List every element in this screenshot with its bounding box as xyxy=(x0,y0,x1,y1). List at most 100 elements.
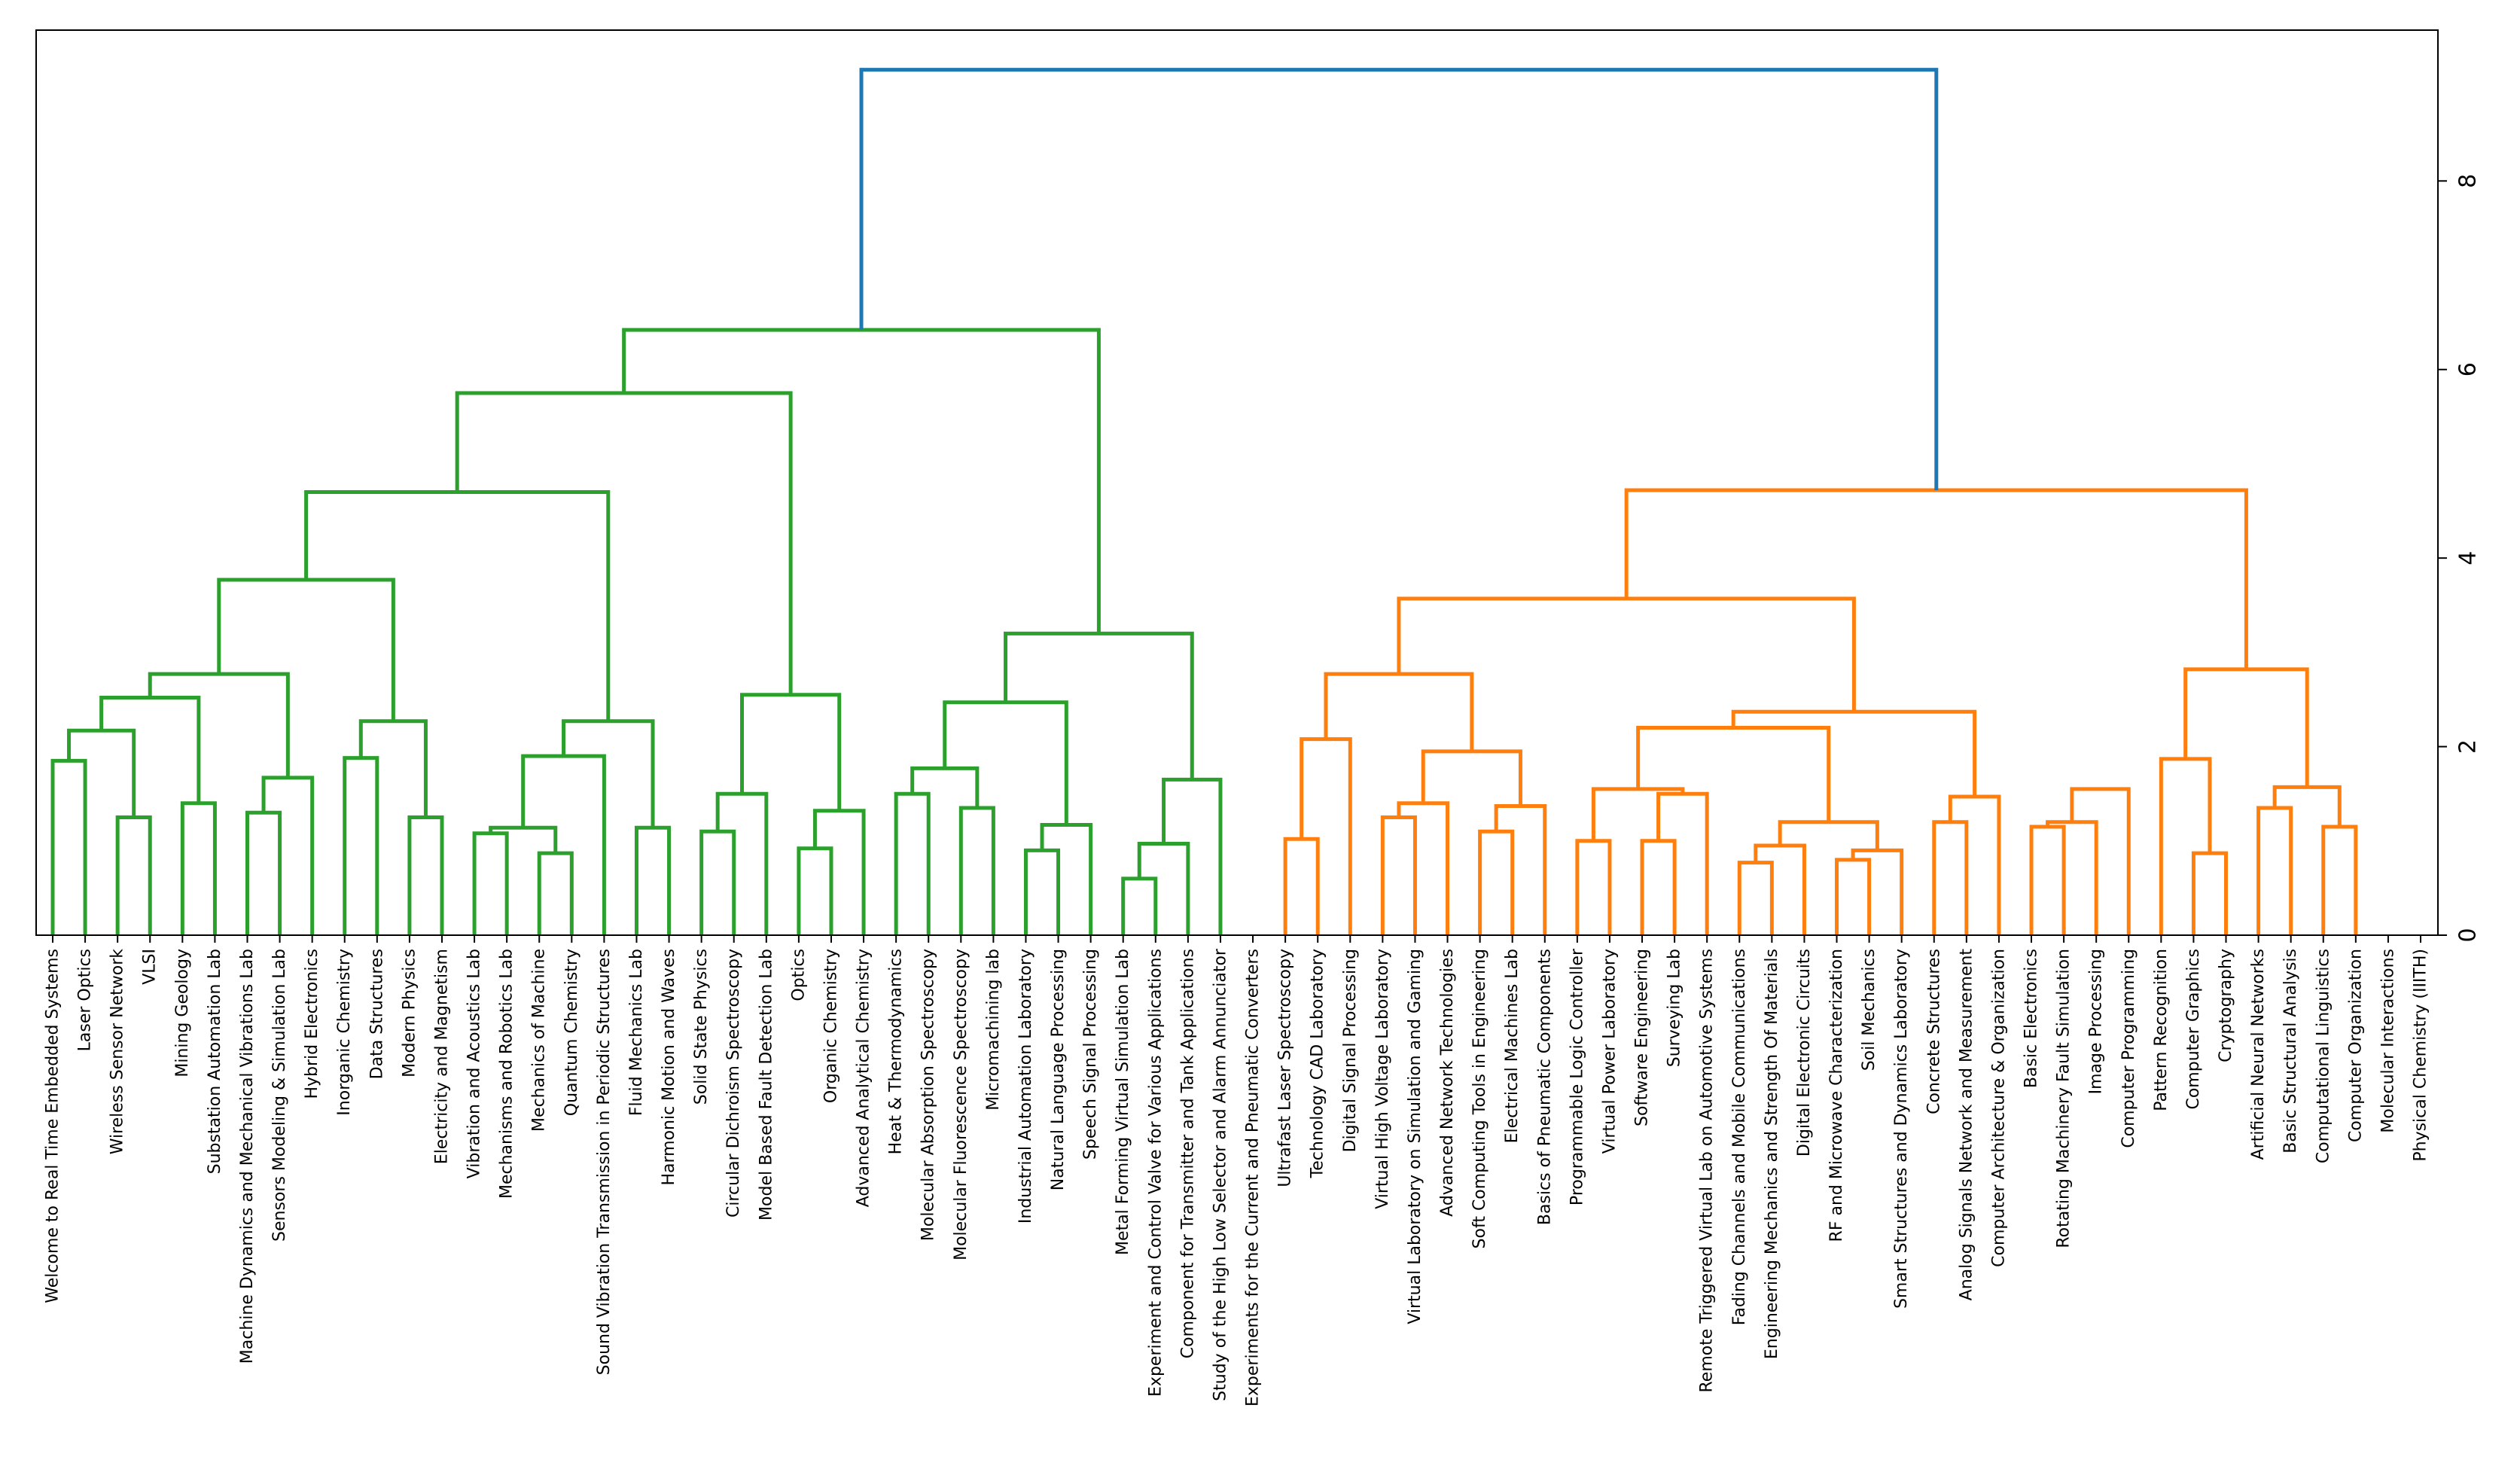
dendrogram-link-b12 xyxy=(1591,787,1685,841)
leaf-label: Cryptography xyxy=(2217,949,2235,1062)
dendrogram-link-b3 xyxy=(1380,815,1417,935)
leaf-label: Computer Architecture & Organization xyxy=(1989,949,2008,1267)
leaf-label: Micromachining lab xyxy=(984,949,1003,1111)
leaf-label: Experiment and Control Valve for Various… xyxy=(1146,949,1165,1397)
leaf-label: Soil Mechanics xyxy=(1860,949,1879,1071)
dendrogram-link-b7 xyxy=(1421,749,1522,806)
leaf-label: Basics of Pneumatic Components xyxy=(1535,949,1554,1225)
leaf-label: Remote Triggered Virtual Lab on Automoti… xyxy=(1698,949,1717,1393)
leaf-label: Engineering Mechanics and Strength Of Ma… xyxy=(1763,949,1781,1359)
dendrogram-link-a8 xyxy=(148,672,290,778)
leaf-label: Virtual High Voltage Laboratory xyxy=(1373,949,1392,1209)
leaf-label: Molecular Interactions xyxy=(2378,949,2397,1133)
dendrogram-link-a21 xyxy=(715,791,769,935)
leaf-label: Artificial Neural Networks xyxy=(2249,949,2268,1160)
leaf-labels: Welcome to Real Time Embedded Systems Las… xyxy=(44,935,2430,1407)
leaf-label: Advanced Network Technologies xyxy=(1438,949,1457,1217)
y-axis: 0 2 4 6 8 xyxy=(2438,174,2482,943)
dendrogram-link-b18 xyxy=(1636,726,1831,822)
leaf-label: Solid State Physics xyxy=(692,949,711,1105)
y-tick-label: 6 xyxy=(2455,362,2482,376)
leaf-label: Molecular Absorption Spectroscopy xyxy=(919,949,938,1241)
leaf-label: Virtual Laboratory on Simulation and Gam… xyxy=(1406,949,1425,1324)
leaf-label: Fading Channels and Mobile Communication… xyxy=(1730,949,1749,1325)
dendrogram-link-a4 xyxy=(180,801,217,935)
dendrogram-link-b13 xyxy=(1737,861,1774,935)
leaf-label: Basic Structural Analysis xyxy=(2281,949,2300,1154)
leaf-label: Analog Signals Network and Measurement xyxy=(1957,949,1976,1301)
leaf-label: Wireless Sensor Network xyxy=(108,949,127,1155)
y-tick-label: 2 xyxy=(2455,739,2482,754)
leaf-label: Computer Graphics xyxy=(2184,949,2203,1110)
leaf-label: Programmable Logic Controller xyxy=(1568,948,1586,1205)
leaf-label: Technology CAD Laboratory xyxy=(1309,949,1327,1178)
leaf-label: Hybrid Electronics xyxy=(303,949,321,1099)
leaf-label: Speech Signal Processing xyxy=(1081,949,1100,1160)
dendrogram-link-a27 xyxy=(958,806,995,935)
leaf-label: Sensors Modeling & Simulation Lab xyxy=(270,949,289,1242)
dendrogram-link-root xyxy=(859,68,1939,491)
dendrogram-link-b28 xyxy=(2256,806,2293,935)
leaf-label: Computer Programming xyxy=(2119,949,2138,1148)
leaf-label: Data Structures xyxy=(367,949,386,1079)
dendrogram-link-a36 xyxy=(622,328,1101,634)
dendrogram-link-b26 xyxy=(2191,851,2229,935)
dendrogram-link-a10 xyxy=(407,815,444,935)
leaf-label: Optics xyxy=(789,949,808,1001)
leaf-label: Mechanics of Machine xyxy=(530,949,549,1132)
leaf-label: Quantum Chemistry xyxy=(562,949,581,1116)
dendrogram-link-b25 xyxy=(2070,787,2131,935)
dendrogram-link-b1 xyxy=(1283,837,1320,935)
leaf-label: Electricity and Magnetism xyxy=(432,949,451,1164)
dendrogram-link-a19 xyxy=(304,490,611,721)
dendrogram-link-a12 xyxy=(217,578,395,721)
leaf-label: Inorganic Chemistry xyxy=(335,949,354,1116)
leaf-label: Industrial Automation Laboratory xyxy=(1016,949,1035,1224)
leaf-label: Computational Linguistics xyxy=(2314,949,2333,1163)
dendrogram-link-a32 xyxy=(1121,876,1158,935)
leaf-label: Machine Dynamics and Mechanical Vibratio… xyxy=(238,949,257,1364)
dendrogram-link-b2 xyxy=(1300,737,1352,935)
leaf-label: Metal Forming Virtual Simulation Lab xyxy=(1114,949,1132,1255)
leaf-label: VLSI xyxy=(141,949,160,985)
leaf-label: Smart Structures and Dynamics Laboratory xyxy=(1892,949,1911,1309)
leaf-label: Digital Electronic Circuits xyxy=(1795,949,1814,1157)
leaf-label: Laser Optics xyxy=(76,949,95,1051)
leaf-label: Mining Geology xyxy=(173,949,192,1077)
dendrogram-link-a9 xyxy=(343,756,379,935)
dendrogram-link-b11 xyxy=(1656,791,1709,935)
leaf-label: Organic Chemistry xyxy=(821,949,840,1103)
dendrogram-link-a6 xyxy=(245,810,282,935)
leaf-label: Ultrafast Laser Spectroscopy xyxy=(1276,949,1295,1187)
dendrogram-link-a3 xyxy=(67,728,136,818)
leaf-label: Circular Dichroism Spectroscopy xyxy=(724,949,743,1218)
y-tick-label: 4 xyxy=(2455,551,2482,565)
dendrogram-link-b8 xyxy=(1324,672,1474,751)
leaf-label: Physical Chemistry (IIITH) xyxy=(2412,949,2430,1162)
leaf-label: Pattern Recognition xyxy=(2152,949,2171,1111)
leaf-label: Advanced Analytical Chemistry xyxy=(855,949,873,1207)
dendrogram-link-a14 xyxy=(537,851,574,935)
dendrogram-link-a2 xyxy=(115,815,152,935)
dendrogram-link-a33 xyxy=(1137,842,1190,935)
leaf-label: RF and Microwave Characterization xyxy=(1827,949,1846,1242)
leaf-label: Rotating Machinery Fault Simulation xyxy=(2055,949,2074,1248)
leaf-label: Computer Organization xyxy=(2346,949,2365,1142)
plot-frame xyxy=(35,29,2439,936)
leaf-label: Electrical Machines Lab xyxy=(1503,949,1522,1143)
leaf-label: Model Based Fault Detection Lab xyxy=(757,949,776,1221)
leaf-label: Soft Computing Tools in Engineering xyxy=(1470,949,1489,1248)
leaf-label: Heat & Thermodynamics xyxy=(887,949,906,1154)
dendrogram-link-b32 xyxy=(1624,488,2248,669)
leaf-label: Sound Vibration Transmission in Periodic… xyxy=(595,949,614,1375)
leaf-label: Component for Transmitter and Tank Appli… xyxy=(1178,949,1197,1358)
leaf-label: Harmonic Motion and Waves xyxy=(660,949,678,1186)
dendrogram-link-a30 xyxy=(1040,823,1093,935)
leaf-label: Vibration and Acoustics Lab xyxy=(465,949,484,1178)
leaf-label: Modern Physics xyxy=(400,949,419,1077)
dendrogram-link-a34 xyxy=(1162,777,1223,935)
leaf-label: Welcome to Real Time Embedded Systems xyxy=(44,949,62,1303)
dendrogram-link-a13 xyxy=(472,831,509,935)
